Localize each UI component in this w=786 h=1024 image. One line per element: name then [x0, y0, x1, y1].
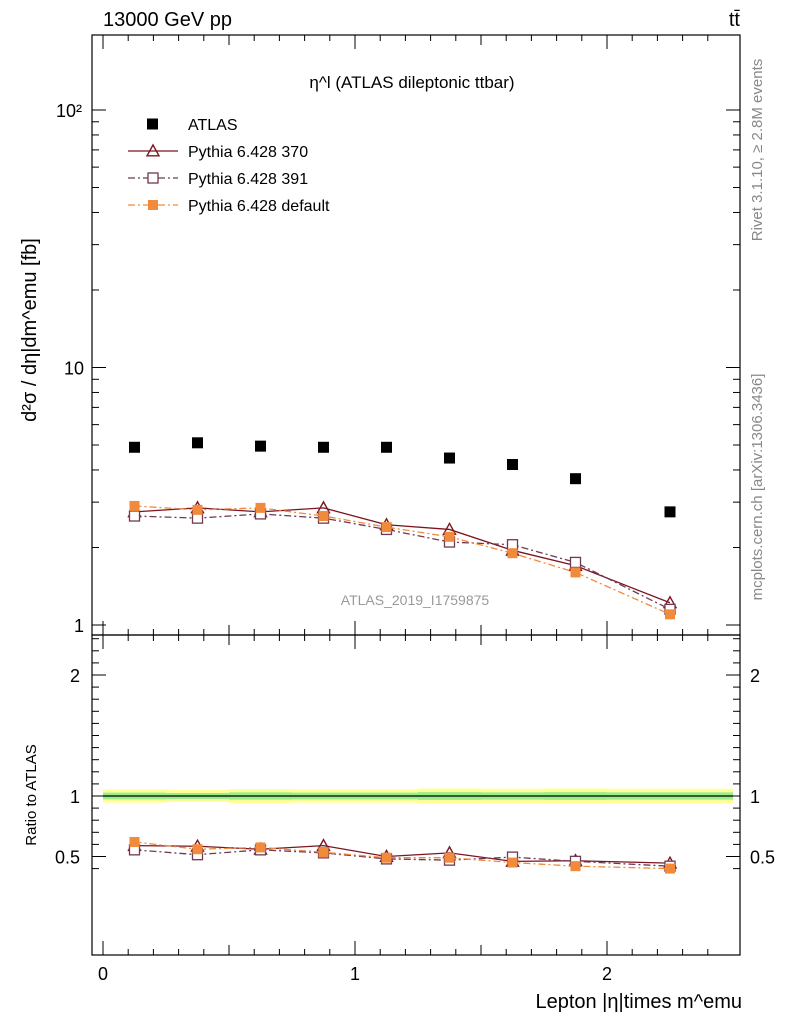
x-tick-label: 2 — [602, 964, 612, 984]
main-y-axis-label: d²σ / dη|dm^emu [fb] — [19, 238, 41, 422]
ratio-point-pythia-6-428-default — [192, 844, 203, 855]
ratio-y-tick-label-right: 2 — [750, 666, 760, 686]
main-y-tick-label: 10² — [56, 101, 82, 121]
series-line-pythia-6-428-default — [134, 505, 671, 615]
legend-label-pythia-6-428-370: Pythia 6.428 370 — [188, 144, 308, 161]
ratio-line-pythia-6-428-391 — [134, 849, 671, 867]
legend-label-pythia-6-428-391: Pythia 6.428 391 — [188, 171, 308, 188]
process-label: tt̄ — [729, 9, 741, 31]
ratio-line-pythia-6-428-default — [134, 841, 671, 870]
data-point-atlas — [444, 452, 455, 464]
data-point-pythia-6-428-default — [665, 609, 675, 620]
legend-marker-pythia-6-428-370 — [145, 143, 161, 157]
main-series-layer — [127, 437, 678, 620]
data-point-pythia-6-428-391 — [128, 510, 141, 522]
mcplots-label: mcplots.cern.ch [arXiv:1306.3436] — [749, 374, 766, 601]
ratio-panel: 0 1 2 0.5 0.5 1 1 2 2 — [55, 634, 775, 984]
legend-marker-atlas — [147, 118, 158, 130]
data-point-atlas — [507, 459, 518, 471]
rivet-version-label: Rivet 3.1.10, ≥ 2.8M events — [749, 59, 766, 242]
watermark: ATLAS_2019_I1759875 — [341, 592, 490, 608]
ratio-series-layer — [127, 836, 678, 874]
data-point-atlas — [192, 437, 203, 449]
main-y-tick-label: 10 — [64, 359, 84, 379]
ratio-point-pythia-6-428-default — [507, 857, 518, 868]
data-point-pythia-6-428-default — [570, 567, 581, 578]
legend-marker-pythia-6-428-391 — [147, 172, 159, 184]
data-point-pythia-6-428-default — [381, 522, 392, 533]
legend-label-atlas: ATLAS — [188, 117, 238, 134]
x-tick-label: 0 — [98, 964, 108, 984]
ratio-point-pythia-6-428-default — [129, 836, 140, 847]
series-line-pythia-6-428-370 — [134, 507, 671, 604]
ratio-point-pythia-6-428-default — [570, 861, 581, 872]
ratio-point-pythia-6-428-default — [381, 852, 392, 863]
data-point-pythia-6-428-default — [129, 500, 140, 511]
data-point-pythia-6-428-default — [192, 504, 203, 515]
ratio-y-tick-label: 2 — [70, 666, 80, 686]
series-line-pythia-6-428-391 — [134, 513, 671, 610]
main-panel: 1 10 10² — [56, 34, 741, 636]
ratio-y-tick-label: 0.5 — [55, 848, 80, 868]
main-title: η^l (ATLAS dileptonic ttbar) — [309, 73, 514, 92]
ratio-point-pythia-6-428-default — [444, 852, 455, 863]
ratio-y-tick-label: 1 — [70, 787, 80, 807]
legend: ATLAS Pythia 6.428 370 Pythia 6.428 391 Pyt… — [128, 117, 330, 215]
ratio-y-tick-label-right: 0.5 — [750, 848, 775, 868]
legend-label-pythia-6-428-default: Pythia 6.428 default — [188, 198, 330, 215]
x-axis-label: Lepton |η|times m^emu — [535, 991, 742, 1013]
ratio-point-pythia-6-428-default — [318, 847, 329, 858]
data-point-atlas — [381, 441, 392, 453]
ratio-y-tick-label-right: 1 — [750, 787, 760, 807]
ratio-frame — [91, 634, 741, 956]
energy-label: 13000 GeV pp — [103, 9, 232, 31]
data-point-pythia-6-428-default — [318, 511, 329, 522]
data-point-pythia-6-428-default — [507, 548, 518, 559]
data-point-pythia-6-428-default — [444, 531, 455, 542]
data-point-atlas — [570, 473, 581, 485]
data-point-atlas — [318, 441, 329, 453]
data-point-atlas — [664, 506, 676, 518]
data-point-atlas — [255, 440, 266, 452]
data-point-pythia-6-428-default — [255, 502, 266, 513]
x-tick-label: 1 — [350, 964, 360, 984]
ratio-point-pythia-6-428-default — [255, 842, 266, 853]
data-point-atlas — [129, 441, 140, 453]
data-point-pythia-6-428-391 — [569, 556, 582, 569]
main-y-tick-label: 1 — [74, 616, 84, 636]
ratio-y-axis-label: Ratio to ATLAS — [23, 744, 40, 845]
legend-marker-pythia-6-428-default — [148, 200, 158, 210]
ratio-point-pythia-6-428-default — [665, 863, 675, 874]
